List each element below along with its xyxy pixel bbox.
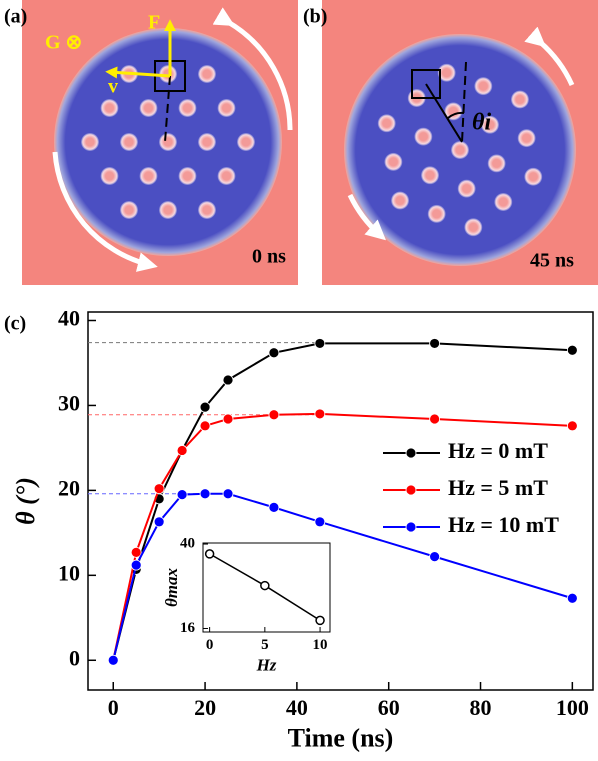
angle-label: θi	[472, 110, 491, 136]
time-label: 0 ns	[252, 246, 286, 268]
skyrmion	[494, 193, 512, 211]
y-tick-label: 40	[180, 535, 195, 551]
skyrmion	[384, 153, 402, 171]
x-tick-label: 5	[261, 637, 269, 653]
x-tick-label: 40	[286, 695, 308, 720]
skyrmion	[218, 167, 236, 185]
skyrmion	[464, 218, 482, 236]
x-tick-label: 0	[206, 637, 214, 653]
panel-label: (c)	[4, 313, 26, 335]
x-tick-label: 0	[108, 695, 119, 720]
data-point	[316, 616, 324, 624]
x-axis-label: Hz	[256, 655, 277, 674]
data-point	[177, 490, 187, 500]
data-point	[177, 445, 187, 455]
x-tick-label: 100	[556, 695, 589, 720]
force-label: F	[148, 12, 160, 34]
skyrmion	[391, 192, 409, 210]
skyrmion	[179, 167, 197, 185]
data-point	[223, 414, 233, 424]
legend-marker	[406, 448, 416, 458]
panel-label: (a)	[4, 6, 27, 28]
panel-b	[322, 0, 598, 285]
legend-marker	[406, 485, 416, 495]
y-tick-label: 10	[58, 560, 80, 585]
skyrmion	[140, 167, 158, 185]
data-point	[131, 547, 141, 557]
data-point	[567, 593, 577, 603]
skyrmion	[378, 114, 396, 132]
skyrmion	[518, 129, 536, 147]
skyrmion	[511, 90, 529, 108]
skyrmion	[120, 201, 138, 219]
data-point	[430, 552, 440, 562]
x-tick-label: 20	[194, 695, 216, 720]
data-point	[223, 489, 233, 499]
data-point	[315, 517, 325, 527]
skyrmion	[198, 201, 216, 219]
y-tick-label: 0	[69, 645, 80, 670]
skyrmion	[474, 77, 492, 95]
data-point	[430, 414, 440, 424]
figure: (a) G ⊗ F v 0 ns (b) θi 45 ns (c) 0 20 40 6…	[0, 0, 598, 756]
skyrmion	[488, 154, 506, 172]
data-point	[200, 489, 210, 499]
skyrmion	[101, 99, 119, 117]
legend-label: Hz = 0 mT	[448, 438, 548, 463]
y-tick-label: 40	[58, 306, 80, 331]
skyrmion	[140, 99, 158, 117]
y-tick-label: 20	[58, 475, 80, 500]
skyrmion	[179, 99, 197, 117]
time-label: 45 ns	[530, 250, 574, 272]
skyrmion	[101, 167, 119, 185]
data-point	[206, 550, 214, 558]
data-point	[200, 421, 210, 431]
data-point	[269, 348, 279, 358]
skyrmion	[237, 133, 255, 151]
skyrmion	[198, 133, 216, 151]
skyrmion	[218, 99, 236, 117]
legend-marker	[406, 522, 416, 532]
panel-label: (b)	[303, 6, 327, 28]
data-point	[108, 655, 118, 665]
data-point	[567, 345, 577, 355]
skyrmion	[428, 205, 446, 223]
x-tick-label: 60	[378, 695, 400, 720]
data-point	[315, 409, 325, 419]
field-label: G ⊗	[45, 32, 82, 54]
x-tick-label: 80	[470, 695, 492, 720]
skyrmion	[198, 65, 216, 83]
skyrmion	[524, 168, 542, 186]
y-tick-label: 30	[58, 390, 80, 415]
legend-label: Hz = 5 mT	[448, 475, 548, 500]
data-point	[269, 410, 279, 420]
y-tick-label: 16	[180, 620, 196, 636]
skyrmion	[159, 133, 177, 151]
data-point	[567, 421, 577, 431]
skyrmion	[159, 201, 177, 219]
data-point	[269, 502, 279, 512]
data-point	[261, 582, 269, 590]
skyrmion	[414, 128, 432, 146]
skyrmion	[421, 166, 439, 184]
skyrmion	[120, 133, 138, 151]
legend-label: Hz = 10 mT	[448, 512, 559, 537]
y-axis-label: θ (°)	[11, 477, 40, 525]
data-point	[154, 517, 164, 527]
data-point	[154, 484, 164, 494]
data-point	[131, 560, 141, 570]
skyrmion	[451, 141, 469, 159]
data-point	[200, 402, 210, 412]
data-point	[315, 338, 325, 348]
x-tick-label: 10	[313, 637, 328, 653]
x-axis-label: Time (ns)	[288, 724, 394, 753]
skyrmion	[81, 133, 99, 151]
data-point	[223, 375, 233, 385]
y-axis-label: θmax	[162, 567, 181, 607]
data-point	[430, 338, 440, 348]
velocity-label: v	[108, 76, 118, 98]
skyrmion	[458, 180, 476, 198]
